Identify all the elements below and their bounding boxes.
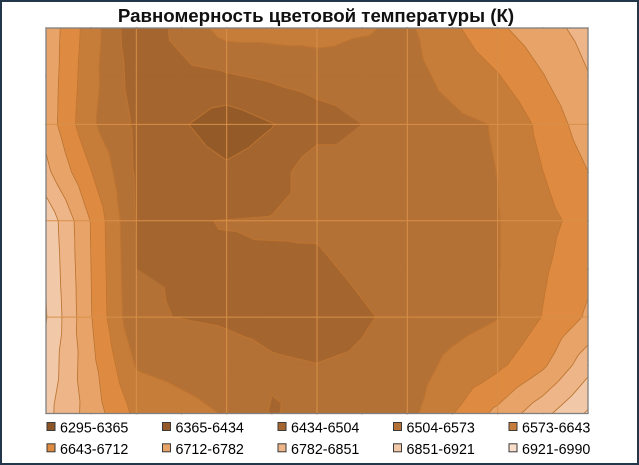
svg-text:6921-6990: 6921-6990 xyxy=(522,442,590,458)
svg-text:Равномерность цветовой темпера: Равномерность цветовой температуры (К) xyxy=(118,5,514,26)
svg-text:6851-6921: 6851-6921 xyxy=(407,442,475,458)
svg-text:6573-6643: 6573-6643 xyxy=(522,421,590,437)
svg-text:6712-6782: 6712-6782 xyxy=(176,442,244,458)
svg-text:6295-6365: 6295-6365 xyxy=(60,421,128,437)
svg-text:6643-6712: 6643-6712 xyxy=(60,442,128,458)
svg-text:6365-6434: 6365-6434 xyxy=(176,421,244,437)
svg-text:6782-6851: 6782-6851 xyxy=(291,442,359,458)
svg-text:6434-6504: 6434-6504 xyxy=(291,421,359,437)
svg-text:6504-6573: 6504-6573 xyxy=(407,421,475,437)
